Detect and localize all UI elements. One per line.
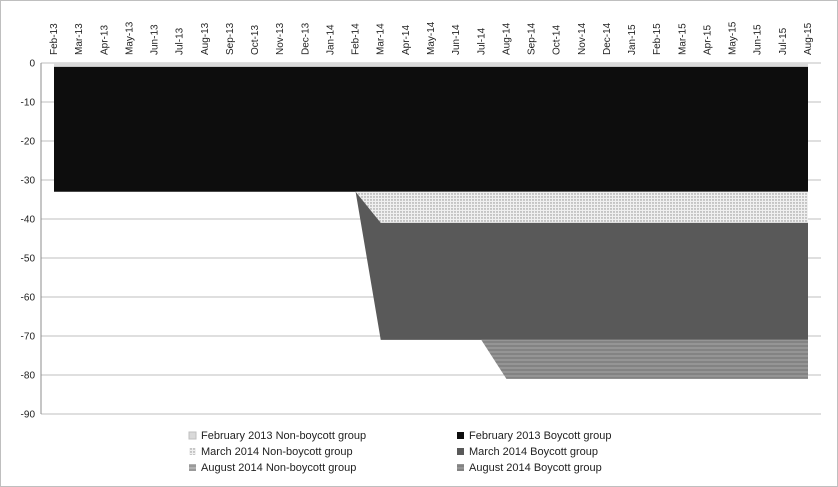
y-tick-label: -90 — [21, 410, 36, 421]
x-tick-label: Dec-14 — [602, 22, 613, 55]
y-tick-label: -70 — [21, 332, 36, 343]
x-tick-label: Feb-13 — [49, 23, 60, 55]
y-tick-label: -40 — [21, 215, 36, 226]
x-tick-label: Nov-13 — [275, 22, 286, 55]
legend: February 2013 Non-boycott group February … — [188, 430, 611, 474]
x-tick-label: Aug-15 — [803, 22, 814, 55]
y-tick-label: -60 — [21, 293, 36, 304]
x-tick-label: Mar-14 — [376, 23, 387, 55]
x-tick-label: Sep-13 — [225, 22, 236, 55]
legend-label: March 2014 Boycott group — [469, 446, 598, 458]
x-tick-label: May-15 — [728, 21, 739, 55]
legend-swatch — [189, 448, 196, 455]
area-february-2013-boycott-group — [54, 66, 808, 192]
legend-label: August 2014 Non-boycott group — [201, 462, 356, 474]
x-tick-label: Jun-13 — [150, 24, 161, 55]
x-tick-label: Jun-15 — [753, 24, 764, 55]
y-axis: 0 -10 -20 -30 -40 -50 -60 -70 -80 -90 — [21, 59, 42, 421]
x-tick-label: Jul-14 — [476, 27, 487, 55]
legend-label: March 2014 Non-boycott group — [201, 446, 353, 458]
x-tick-label: Nov-14 — [577, 22, 588, 55]
x-tick-label: Apr-14 — [401, 25, 412, 55]
x-tick-label: Jul-15 — [778, 27, 789, 55]
x-tick-label: Oct-14 — [552, 25, 563, 55]
x-tick-label: Jan-14 — [325, 24, 336, 55]
x-tick-label: Apr-15 — [702, 25, 713, 55]
y-tick-label: -50 — [21, 254, 36, 265]
legend-label: February 2013 Non-boycott group — [201, 430, 366, 442]
x-tick-label: May-13 — [124, 21, 135, 55]
legend-swatch — [457, 464, 464, 471]
legend-swatch — [188, 431, 197, 440]
y-tick-label: 0 — [29, 59, 35, 70]
legend-label: August 2014 Boycott group — [469, 462, 602, 474]
legend-label: February 2013 Boycott group — [469, 430, 611, 442]
x-tick-label: Aug-14 — [501, 22, 512, 55]
legend-swatch — [457, 448, 464, 455]
area-march-2014-boycott-group — [54, 191, 808, 340]
area-series — [54, 63, 808, 379]
x-tick-label: Sep-14 — [527, 22, 538, 55]
x-tick-label: Mar-15 — [677, 23, 688, 55]
x-axis: Feb-13 Mar-13 Apr-13 May-13 Jun-13 Jul-13 Aug-… — [49, 21, 814, 55]
x-tick-label: Feb-15 — [652, 23, 663, 55]
x-tick-label: Jan-15 — [627, 24, 638, 55]
y-tick-label: -80 — [21, 371, 36, 382]
y-tick-label: -20 — [21, 137, 36, 148]
area-february-2013-non-boycott-group — [54, 63, 808, 67]
area-august-2014-boycott-group — [54, 191, 808, 379]
x-tick-label: Jun-14 — [451, 24, 462, 55]
legend-swatch — [457, 432, 464, 439]
x-tick-label: Aug-13 — [200, 22, 211, 55]
x-tick-label: Jul-13 — [175, 27, 186, 55]
y-tick-label: -30 — [21, 176, 36, 187]
x-tick-label: Mar-13 — [74, 23, 85, 55]
x-tick-label: May-14 — [426, 21, 437, 55]
area-march-2014-non-boycott-group — [54, 191, 808, 223]
legend-swatch — [189, 464, 196, 471]
x-tick-label: Oct-13 — [250, 25, 261, 55]
x-tick-label: Feb-14 — [351, 23, 362, 55]
x-tick-label: Dec-13 — [300, 22, 311, 55]
y-tick-label: -10 — [21, 98, 36, 109]
x-tick-label: Apr-13 — [99, 25, 110, 55]
